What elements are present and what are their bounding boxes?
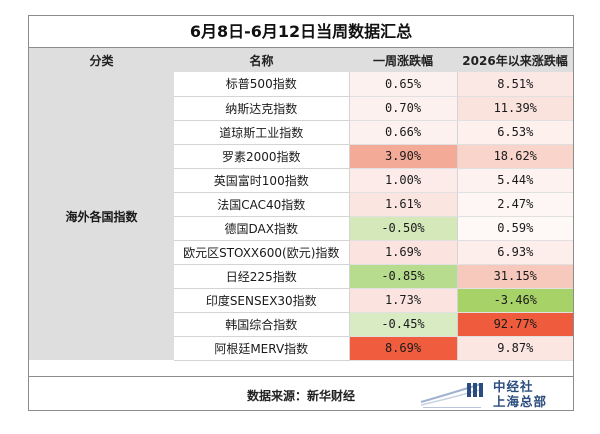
table-body: 海外各国指数 标普500指数 0.65% 8.51% 纳斯达克指数 0.70% 11.39%… — [29, 72, 573, 361]
table-row: 印度SENSEX30指数 1.73% -3.46% — [29, 288, 573, 313]
table-row: 法国CAC40指数 1.61% 2.47% — [29, 192, 573, 217]
week-change-value: 0.65% — [348, 72, 457, 97]
week-change-value: 1.69% — [348, 240, 457, 265]
data-source: 数据来源：新华财经 — [246, 389, 355, 403]
ytd-change-value: 2.47% — [456, 192, 573, 217]
ytd-change-value: 8.51% — [456, 72, 573, 97]
week-change-value: 1.73% — [348, 288, 457, 313]
category-cell: 海外各国指数 — [29, 72, 174, 360]
cei-logo-icon — [420, 383, 484, 408]
table-row: 韩国综合指数 -0.45% 92.77% — [29, 312, 573, 337]
header-week-change: 一周涨跌幅 — [349, 48, 457, 72]
ytd-change-value: 6.53% — [456, 120, 573, 145]
index-name: 标普500指数 — [174, 72, 349, 97]
table-title: 6月8日-6月12日当周数据汇总 — [29, 16, 573, 48]
index-name: 道琼斯工业指数 — [174, 120, 349, 145]
index-name: 阿根廷MERV指数 — [174, 336, 349, 361]
week-change-value: 0.66% — [348, 120, 457, 145]
table-row: 道琼斯工业指数 0.66% 6.53% — [29, 120, 573, 145]
index-name: 英国富时100指数 — [174, 168, 349, 193]
index-name: 德国DAX指数 — [174, 216, 349, 241]
logo-line-2: 上海总部 — [493, 394, 548, 409]
table-row: 德国DAX指数 -0.50% 0.59% — [29, 216, 573, 241]
ytd-change-value: 5.44% — [456, 168, 573, 193]
week-change-value: 0.70% — [348, 96, 457, 121]
publisher-logo: 中经社 上海总部 — [419, 379, 559, 411]
header-ytd-change: 2026年以来涨跌幅 — [457, 48, 573, 72]
week-change-value: -0.85% — [348, 264, 457, 289]
summary-table-card: 6月8日-6月12日当周数据汇总 分类 名称 一周涨跌幅 2026年以来涨跌幅 … — [28, 15, 574, 411]
table-row: 阿根廷MERV指数 8.69% 9.87% — [29, 336, 573, 361]
index-name: 罗素2000指数 — [174, 144, 349, 169]
index-name: 欧元区STOXX600(欧元)指数 — [174, 240, 349, 265]
ytd-change-value: 92.77% — [456, 312, 573, 337]
ytd-change-value: 0.59% — [456, 216, 573, 241]
week-change-value: -0.50% — [348, 216, 457, 241]
footer: 数据来源：新华财经 中经社 上海总部 — [29, 376, 573, 412]
table-row: 纳斯达克指数 0.70% 11.39% — [29, 96, 573, 121]
index-name: 韩国综合指数 — [174, 312, 349, 337]
ytd-change-value: 6.93% — [456, 240, 573, 265]
header-name: 名称 — [174, 48, 349, 72]
header-category: 分类 — [29, 48, 174, 72]
week-change-value: 1.61% — [348, 192, 457, 217]
week-change-value: 8.69% — [348, 336, 457, 361]
table-row: 欧元区STOXX600(欧元)指数 1.69% 6.93% — [29, 240, 573, 265]
week-change-value: -0.45% — [348, 312, 457, 337]
logo-line-1: 中经社 — [493, 379, 534, 394]
ytd-change-value: 11.39% — [456, 96, 573, 121]
table-row: 海外各国指数 标普500指数 0.65% 8.51% — [29, 72, 573, 360]
table-row: 英国富时100指数 1.00% 5.44% — [29, 168, 573, 193]
ytd-change-value: 31.15% — [456, 264, 573, 289]
week-change-value: 3.90% — [348, 144, 457, 169]
index-name: 纳斯达克指数 — [174, 96, 349, 121]
table-row: 罗素2000指数 3.90% 18.62% — [29, 144, 573, 169]
data-table: 分类 名称 一周涨跌幅 2026年以来涨跌幅 海外各国指数 标普500指数 0.65… — [29, 48, 573, 361]
week-change-value: 1.00% — [348, 168, 457, 193]
ytd-change-value: -3.46% — [456, 288, 573, 313]
index-name: 日经225指数 — [174, 264, 349, 289]
table-row: 日经225指数 -0.85% 31.15% — [29, 264, 573, 289]
index-name: 印度SENSEX30指数 — [174, 288, 349, 313]
index-name: 法国CAC40指数 — [174, 192, 349, 217]
table-header-row: 分类 名称 一周涨跌幅 2026年以来涨跌幅 — [29, 48, 573, 72]
ytd-change-value: 18.62% — [456, 144, 573, 169]
ytd-change-value: 9.87% — [456, 336, 573, 361]
